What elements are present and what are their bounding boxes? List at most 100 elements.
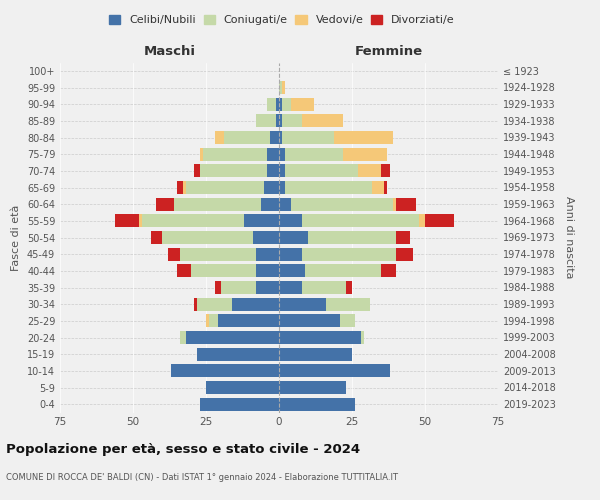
Bar (268, 98, 276, 110)
Bar (177, 264, 191, 278)
Bar (203, 148, 268, 160)
Bar (279, 381, 346, 394)
Bar (384, 181, 387, 194)
Bar (182, 181, 185, 194)
Bar (279, 298, 326, 310)
Bar (381, 164, 390, 177)
Legend: Celibi/Nubili, Coniugati/e, Vedovi/e, Divorziati/e: Celibi/Nubili, Coniugati/e, Vedovi/e, Di… (105, 10, 459, 30)
Y-axis label: Fasce di età: Fasce di età (11, 204, 21, 270)
Bar (279, 364, 390, 378)
Bar (290, 198, 393, 210)
Bar (262, 198, 279, 210)
Bar (279, 398, 355, 410)
Bar (396, 248, 413, 260)
Bar (279, 148, 285, 160)
Bar (279, 331, 361, 344)
Bar (279, 81, 282, 94)
Bar (180, 331, 185, 344)
Bar (115, 214, 139, 228)
Bar (197, 348, 279, 360)
Bar (279, 98, 282, 110)
Bar (215, 131, 224, 144)
Bar (302, 114, 343, 128)
Bar (279, 348, 352, 360)
Bar (197, 298, 232, 310)
Bar (279, 231, 308, 244)
Bar (256, 281, 279, 294)
Bar (194, 164, 200, 177)
Bar (302, 214, 419, 228)
Bar (279, 131, 282, 144)
Bar (373, 181, 384, 194)
Bar (206, 381, 279, 394)
Bar (282, 81, 285, 94)
Bar (162, 231, 253, 244)
Bar (221, 281, 256, 294)
Bar (358, 164, 381, 177)
Bar (265, 181, 279, 194)
Bar (215, 281, 221, 294)
Bar (396, 231, 410, 244)
Bar (279, 248, 302, 260)
Bar (326, 298, 370, 310)
Bar (334, 131, 393, 144)
Bar (194, 298, 197, 310)
Bar (232, 298, 279, 310)
Bar (180, 248, 256, 260)
Bar (253, 231, 279, 244)
Bar (185, 331, 279, 344)
Bar (396, 198, 416, 210)
Bar (151, 231, 162, 244)
Bar (279, 164, 285, 177)
Bar (191, 264, 256, 278)
Bar (270, 131, 279, 144)
Bar (279, 214, 302, 228)
Bar (340, 314, 355, 328)
Bar (279, 198, 290, 210)
Bar (361, 331, 364, 344)
Text: Maschi: Maschi (143, 44, 196, 58)
Bar (276, 114, 279, 128)
Bar (302, 248, 396, 260)
Bar (425, 214, 454, 228)
Bar (279, 314, 340, 328)
Bar (282, 131, 334, 144)
Bar (142, 214, 244, 228)
Bar (268, 164, 279, 177)
Bar (157, 198, 174, 210)
Bar (168, 248, 180, 260)
Bar (308, 231, 396, 244)
Bar (256, 264, 279, 278)
Bar (200, 398, 279, 410)
Bar (285, 181, 373, 194)
Bar (171, 364, 279, 378)
Bar (276, 98, 279, 110)
Bar (200, 164, 268, 177)
Bar (174, 198, 262, 210)
Text: COMUNE DI ROCCA DE' BALDI (CN) - Dati ISTAT 1° gennaio 2024 - Elaborazione TUTTI: COMUNE DI ROCCA DE' BALDI (CN) - Dati IS… (6, 472, 398, 482)
Bar (209, 314, 218, 328)
Bar (185, 181, 265, 194)
Bar (419, 214, 425, 228)
Bar (305, 264, 381, 278)
Bar (256, 114, 276, 128)
Bar (279, 264, 305, 278)
Bar (282, 114, 302, 128)
Bar (279, 181, 285, 194)
Bar (206, 314, 209, 328)
Bar (290, 98, 314, 110)
Bar (224, 131, 270, 144)
Bar (177, 181, 182, 194)
Bar (343, 148, 387, 160)
Bar (244, 214, 279, 228)
Text: Femmine: Femmine (355, 44, 422, 58)
Bar (268, 148, 279, 160)
Bar (282, 98, 290, 110)
Bar (279, 281, 302, 294)
Text: Popolazione per età, sesso e stato civile - 2024: Popolazione per età, sesso e stato civil… (6, 442, 360, 456)
Bar (302, 281, 346, 294)
Bar (218, 314, 279, 328)
Bar (256, 248, 279, 260)
Bar (200, 148, 203, 160)
Bar (346, 281, 352, 294)
